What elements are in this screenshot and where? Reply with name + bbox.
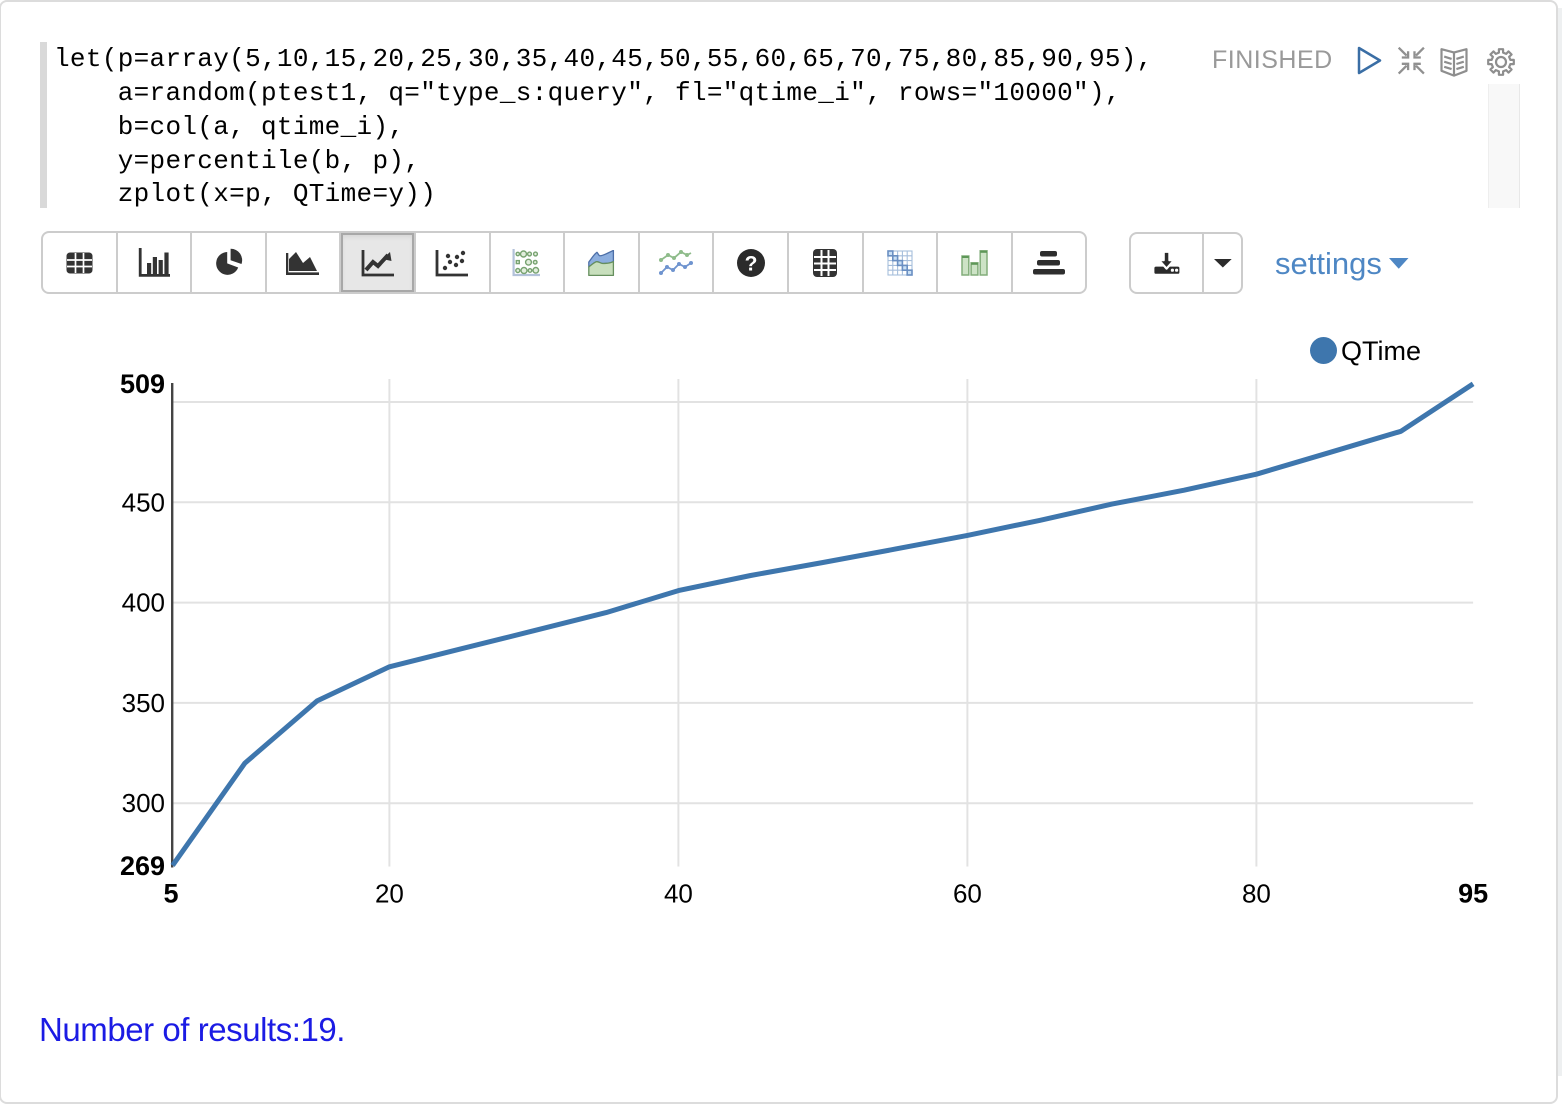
svg-text:509: 509 bbox=[120, 369, 165, 399]
svg-text:20: 20 bbox=[375, 879, 404, 909]
svg-text:60: 60 bbox=[953, 879, 982, 909]
svg-text:?: ? bbox=[744, 252, 757, 275]
svg-text:300: 300 bbox=[122, 788, 165, 818]
svg-text:QTime: QTime bbox=[1341, 336, 1421, 366]
svg-text:350: 350 bbox=[122, 688, 165, 718]
svg-text:5: 5 bbox=[163, 879, 178, 909]
svg-text:269: 269 bbox=[120, 851, 165, 881]
svg-text:80: 80 bbox=[1242, 879, 1271, 909]
svg-text:450: 450 bbox=[122, 487, 165, 517]
svg-text:400: 400 bbox=[122, 588, 165, 618]
svg-text:40: 40 bbox=[664, 879, 693, 909]
svg-text:95: 95 bbox=[1458, 879, 1488, 909]
